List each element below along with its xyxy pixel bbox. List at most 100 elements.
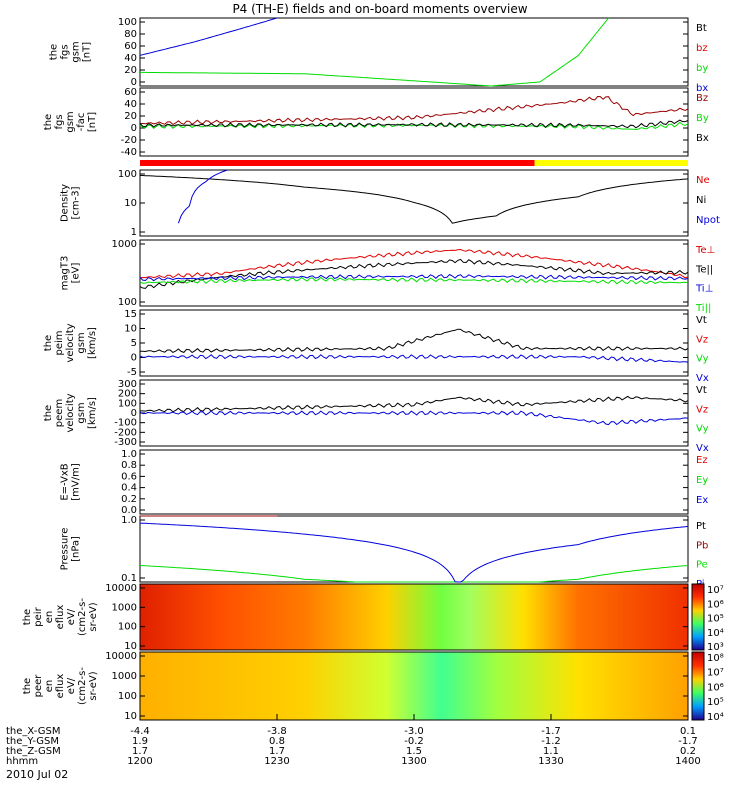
ylabel-line: eV/	[66, 677, 77, 694]
x-row-value: -4.4	[130, 726, 150, 737]
series-Vx	[139, 354, 689, 363]
y-tick-label: 10	[124, 641, 137, 652]
series-Ti⊥	[139, 273, 689, 282]
panel-temperature: magT3 [eV] 1000 100 Te⊥ Te|| Ti⊥ Ti||	[60, 239, 716, 314]
x-row-value: 1.7	[132, 746, 148, 757]
y-tick-label: 0	[131, 77, 137, 88]
spectrogram	[140, 652, 688, 720]
ylabel-line: (cm2-s-	[77, 598, 88, 636]
legend-bz: bz	[696, 43, 708, 54]
x-row-label: the_Y-GSM	[6, 736, 59, 747]
ylabel-line: Pressure	[60, 528, 71, 571]
legend-Ne: Ne	[696, 175, 710, 186]
y-tick-label: 0.0	[121, 505, 137, 516]
ylabel-line: gsm	[71, 41, 82, 62]
x-row-label: the_X-GSM	[6, 726, 60, 737]
ylabel-line: E=-VxB	[60, 463, 71, 500]
x-row-value: 1230	[264, 756, 289, 767]
y-tick-label: -20	[121, 135, 137, 146]
legend-Ez: Ez	[696, 455, 708, 466]
ylabel-line: [km/s]	[87, 397, 98, 429]
ylabel-line: the	[43, 405, 54, 421]
panel-efield: E=-VxB [mV/m] 1.00.80.60.40.20.0 Ez Ey Ex	[60, 449, 709, 516]
ylabel-line: [cm-3]	[71, 186, 82, 219]
ylabel-line: gsm	[76, 332, 87, 353]
series-Vx	[139, 410, 689, 426]
y-tick-label: -100	[114, 418, 137, 429]
colorbar-tick: 10⁴	[707, 628, 724, 639]
ylabel-line: sr-eV)	[88, 671, 99, 700]
x-row-value: 1330	[538, 756, 563, 767]
y-tick-label: 0.4	[121, 483, 137, 494]
y-tick-label: 0.8	[121, 460, 137, 471]
y-tick-label: 10000	[105, 583, 137, 594]
colorbar-tick: 10⁵	[707, 614, 724, 625]
legend-bx: bx	[696, 83, 708, 94]
series-By	[139, 121, 689, 131]
legend-Npot: Npot	[696, 215, 720, 226]
ylabel-line: [nT]	[87, 112, 98, 132]
y-tick-label: 0.1	[121, 573, 137, 584]
x-row-value: -3.0	[404, 726, 424, 737]
y-tick-label: -5	[127, 367, 137, 378]
series-Ni	[139, 174, 689, 224]
x-row-value: -1.2	[541, 736, 561, 747]
ylabel-line: -fac	[76, 113, 87, 132]
legend-By: By	[696, 113, 709, 124]
y-tick-label: 200	[118, 389, 137, 400]
panel-frame	[139, 583, 689, 651]
ylabel-line: the	[49, 44, 60, 60]
y-tick-label: -300	[114, 437, 137, 448]
colorbar-tick: 10⁸	[707, 653, 724, 664]
quality-bar-yellow	[534, 160, 688, 166]
series-Npot	[177, 169, 228, 224]
y-tick-label: 100	[118, 17, 137, 28]
y-tick-label: 100	[118, 622, 137, 633]
x-row-value: -1.7	[541, 726, 561, 737]
x-row-value: -1.7	[678, 736, 698, 747]
ylabel-line: gsm	[76, 402, 87, 423]
legend-Pt: Pt	[696, 521, 706, 532]
legend-Vx: Vx	[696, 443, 709, 454]
series-Pi	[139, 522, 689, 583]
series-Vt	[140, 395, 689, 413]
y-tick-label: -40	[121, 147, 137, 158]
ylabel-line: [eV]	[71, 263, 82, 284]
ylabel-line: velocity	[65, 323, 76, 362]
series-Ti||	[139, 276, 689, 285]
legend-Bt: Bt	[696, 23, 707, 34]
ylabel-line: [km/s]	[87, 327, 98, 359]
panel-peir: the peir en eflux eV/(cm2-s-sr-eV)10⁷10⁶10⁵1…	[22, 583, 724, 653]
y-tick-label: -200	[114, 427, 137, 438]
legend-Bz: Bz	[696, 93, 708, 104]
x-row-value: 1400	[675, 756, 700, 767]
ylabel-line: (cm2-s-	[77, 667, 88, 705]
colorbar-tick: 10⁶	[707, 682, 724, 693]
legend-Ey: Ey	[696, 475, 708, 486]
legend-Ni: Ni	[696, 195, 706, 206]
y-tick-label: 10000	[105, 651, 137, 662]
ylabel-line: the	[43, 335, 54, 351]
ylabel-line: peim	[54, 330, 65, 355]
date-label: 2010 Jul 02	[6, 768, 68, 781]
y-tick-label: 40	[124, 99, 137, 110]
panel-frame	[139, 515, 689, 583]
panel-velocity-2: the peem velocity gsm [km/s] 3002001000-100-2…	[43, 379, 709, 454]
legend-Vz: Vz	[696, 334, 708, 345]
colorbar-tick: 10⁴	[707, 712, 724, 723]
ylabel-line: en	[44, 611, 55, 624]
ylabel-line: the	[22, 678, 33, 694]
x-row-value: 0.2	[680, 746, 696, 757]
y-tick-label: 10	[124, 711, 137, 722]
ylabel-line: peir	[33, 606, 44, 626]
colorbar-tick: 10⁶	[707, 599, 724, 610]
ylabel-line: sr-eV)	[88, 602, 99, 631]
x-row-value: 1.1	[543, 746, 559, 757]
panel-density: Density [cm-3] 100 10 1 Ne Ni Npot	[60, 169, 720, 238]
ylabel-line: eflux	[55, 674, 66, 699]
colorbar-tick: 10⁷	[707, 668, 724, 679]
legend-Vt: Vt	[696, 315, 707, 326]
